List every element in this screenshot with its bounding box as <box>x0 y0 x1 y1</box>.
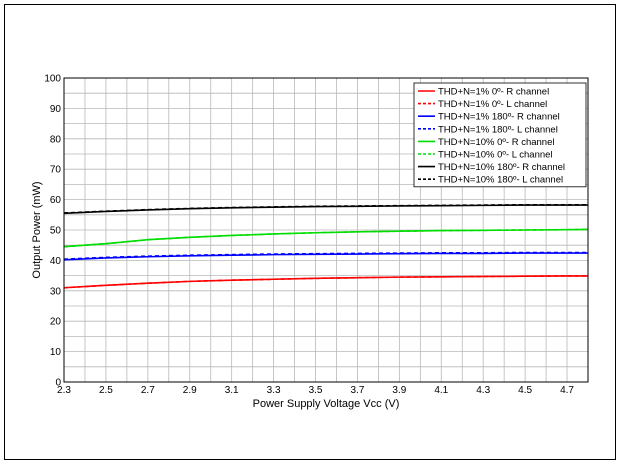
x-tick-label: 2.5 <box>99 385 113 396</box>
y-axis-title: Output Power (mW) <box>31 181 43 278</box>
x-tick-label: 2.7 <box>141 385 155 396</box>
legend-entry: THD+N=10% 0º- R channel <box>438 137 554 148</box>
y-tick-label: 50 <box>50 226 62 237</box>
y-tick-label: 90 <box>50 104 62 115</box>
y-tick-labels: 0 10 20 30 40 50 60 70 80 90 100 <box>44 74 61 389</box>
series-line-1 <box>63 275 588 289</box>
x-tick-label: 4.1 <box>434 385 448 396</box>
x-tick-label: 3.1 <box>225 385 239 396</box>
legend-entry: THD+N=1% 180º- L channel <box>438 124 558 135</box>
x-tick-label: 2.9 <box>183 385 197 396</box>
x-axis-title: Power Supply Voltage Vcc (V) <box>253 398 400 410</box>
x-tick-label: 3.3 <box>267 385 281 396</box>
y-tick-label: 40 <box>50 256 62 267</box>
legend-entry: THD+N=10% 0º- L channel <box>438 150 553 161</box>
x-tick-label: 3.9 <box>392 385 406 396</box>
series-line-7 <box>63 204 588 215</box>
legend-entry: THD+N=1% 0º- R channel <box>438 87 549 98</box>
series-lines <box>63 203 589 289</box>
legend-entry: THD+N=1% 0º- L channel <box>438 99 547 110</box>
y-tick-label: 20 <box>50 317 62 328</box>
y-tick-label: 80 <box>50 134 62 145</box>
x-tick-label: 4.3 <box>476 385 490 396</box>
legend-entry: THD+N=10% 180º- L channel <box>438 175 563 186</box>
plot-border <box>63 77 589 383</box>
y-tick-label: 100 <box>44 74 61 85</box>
legend-entry: THD+N=10% 180º- R channel <box>438 162 565 173</box>
x-tick-label: 3.5 <box>309 385 323 396</box>
x-tick-label: 4.5 <box>518 385 532 396</box>
series-line-3 <box>63 252 588 261</box>
y-tick-label: 0 <box>55 378 61 389</box>
x-tick-label: 3.7 <box>350 385 364 396</box>
y-tick-label: 30 <box>50 286 62 297</box>
x-tick-labels: 2.3 2.5 2.7 2.9 3.1 3.3 3.5 3.7 3.9 4.1 4.3 4.5 4.7 <box>57 385 574 396</box>
x-tick-label: 4.7 <box>560 385 574 396</box>
legend-box <box>413 82 587 188</box>
series-line-6 <box>63 228 589 248</box>
grid-lines <box>63 77 589 383</box>
legend-entry: THD+N=1% 180º- R channel <box>438 112 560 123</box>
y-tick-label: 70 <box>50 165 62 176</box>
y-tick-label: 60 <box>50 195 62 206</box>
y-tick-label: 10 <box>50 347 62 358</box>
x-tick-label: 2.3 <box>57 385 71 396</box>
